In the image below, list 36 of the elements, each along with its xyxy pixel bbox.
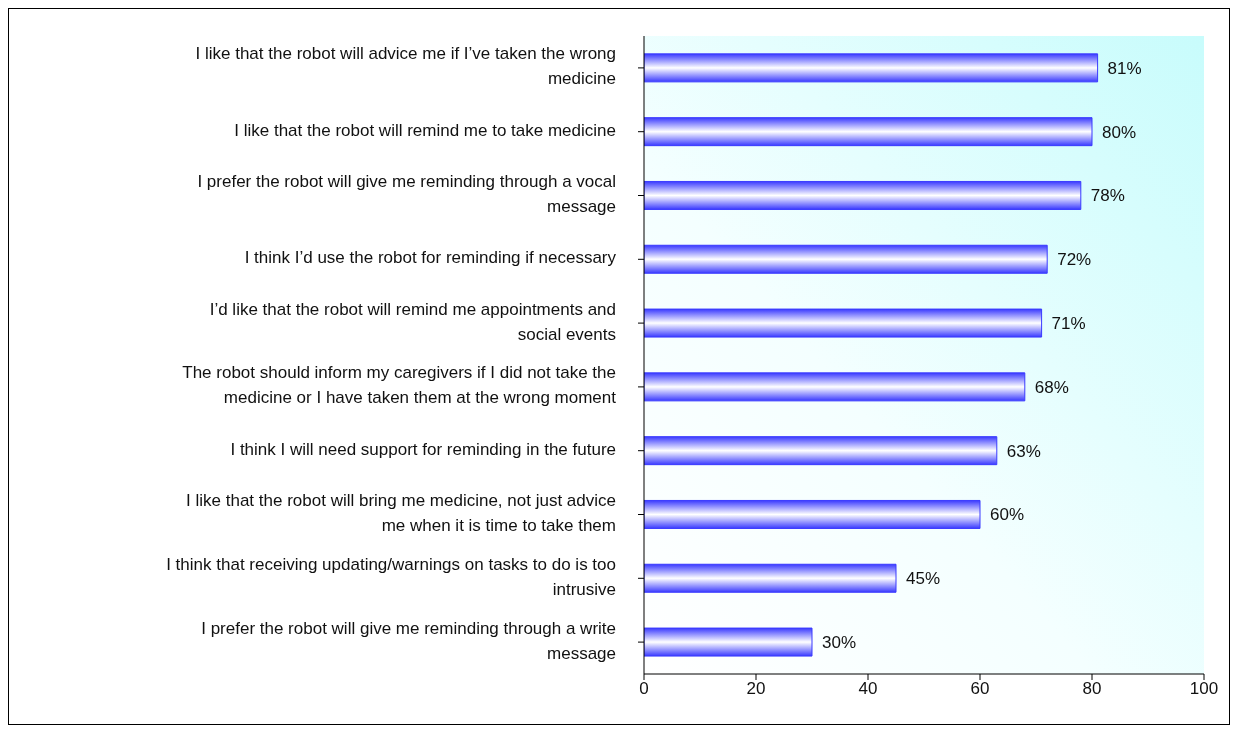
bar xyxy=(644,244,1048,274)
data-label: 68% xyxy=(1034,377,1069,397)
data-label: 30% xyxy=(822,633,857,653)
x-tick-label: 100 xyxy=(1189,679,1219,699)
y-tick-label: I think I’d use the robot for reminding if necessary xyxy=(244,248,617,268)
data-label: 81% xyxy=(1107,58,1142,78)
data-label: 63% xyxy=(1006,441,1041,461)
data-label: 60% xyxy=(990,505,1025,525)
data-label: 71% xyxy=(1051,314,1086,334)
y-tick-label: I think that receiving updating/warnings on tasks to do is too intrusive xyxy=(166,555,616,600)
bar xyxy=(644,117,1093,147)
bar xyxy=(644,372,1026,402)
x-tick-label: 60 xyxy=(970,679,990,699)
y-tick-label: I like that the robot will remind me to take medicine xyxy=(234,121,616,141)
y-tick-label: The robot should inform my caregivers if I did not take the medicine or I have taken them at the wrong moment xyxy=(182,363,617,408)
bar xyxy=(644,180,1082,210)
bar xyxy=(644,627,813,657)
data-label: 78% xyxy=(1090,186,1125,206)
y-tick-label: I think I will need support for reminding in the future xyxy=(230,440,616,460)
x-tick-label: 40 xyxy=(858,679,878,699)
bar xyxy=(644,499,981,529)
bar xyxy=(644,53,1099,83)
data-label: 72% xyxy=(1057,250,1092,270)
bar xyxy=(644,563,897,593)
y-tick-label: I’d like that the robot will remind me appointments and social events xyxy=(209,300,616,345)
x-tick-label: 80 xyxy=(1082,679,1102,699)
x-tick-label: 0 xyxy=(639,679,649,699)
y-tick-label: I like that the robot will bring me medicine, not just advice me when it is time to take them xyxy=(186,491,616,536)
x-tick-label: 20 xyxy=(746,679,766,699)
bar xyxy=(644,308,1043,338)
data-label: 80% xyxy=(1102,122,1137,142)
bar xyxy=(644,436,998,466)
data-label: 45% xyxy=(906,569,941,589)
y-tick-label: I like that the robot will advice me if I’ve taken the wrong medicine xyxy=(195,44,616,89)
y-tick-label: I prefer the robot will give me reminding through a write message xyxy=(201,619,616,664)
y-tick-label: I prefer the robot will give me reminding through a vocal message xyxy=(197,172,616,217)
